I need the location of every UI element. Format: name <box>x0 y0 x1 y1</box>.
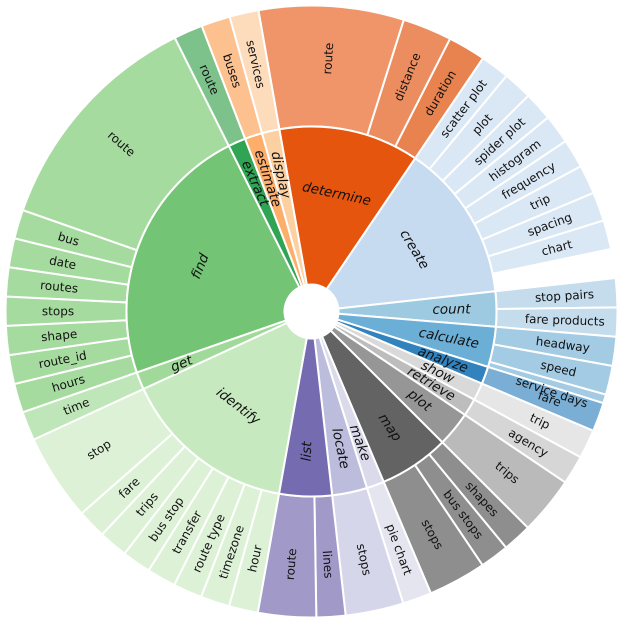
outer-label-date: date <box>48 253 77 272</box>
inner-segment-create <box>325 156 497 310</box>
outer-label-stop-pairs: stop pairs <box>535 287 595 305</box>
outer-label-stops: stops <box>42 304 74 318</box>
inner-label-count: count <box>432 301 471 318</box>
outer-label-hour: hour <box>245 544 265 574</box>
outer-label-stops: stops <box>354 542 374 576</box>
outer-label-fare-products: fare products <box>525 312 605 329</box>
outer-label-route: route <box>283 548 300 581</box>
outer-label-bus: bus <box>56 229 81 249</box>
inner-label-list: list <box>299 441 316 462</box>
inner-label-get: get <box>168 352 195 375</box>
outer-label-routes: routes <box>40 278 79 296</box>
outer-label-route: route <box>320 42 336 75</box>
outer-label-headway: headway <box>535 334 591 355</box>
outer-label-lines: lines <box>320 550 336 579</box>
outer-label-shape: shape <box>40 327 77 344</box>
inner-segment-display <box>260 128 308 287</box>
inner-segment-identify <box>142 321 308 495</box>
inner-segment-determine <box>278 125 417 291</box>
